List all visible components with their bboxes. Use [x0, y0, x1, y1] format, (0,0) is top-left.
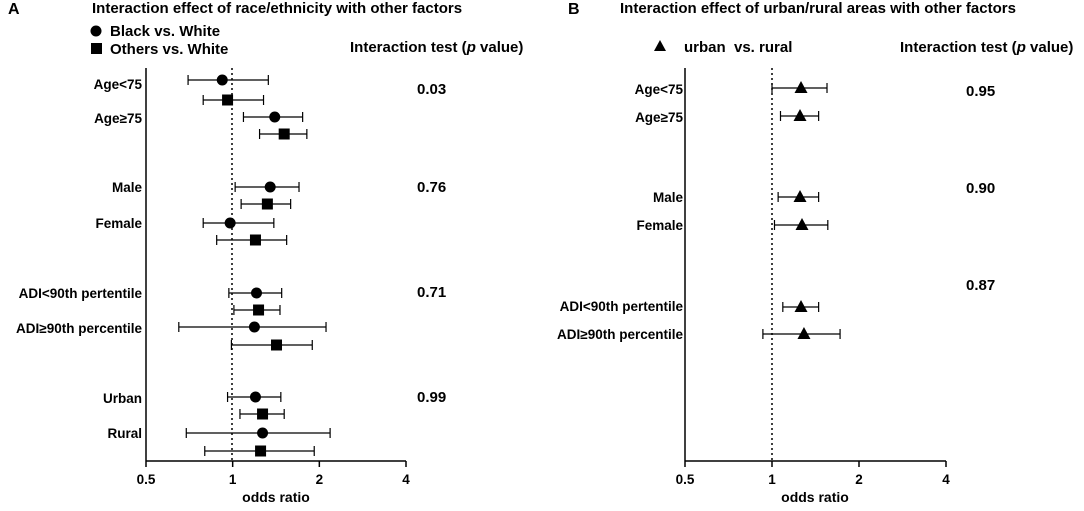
panel-b-estimates [762, 81, 841, 339]
panel-a-estimates [178, 74, 331, 457]
panel-b-tick-label-0-5: 0.5 [676, 472, 695, 487]
panel-a-agege75-black-vs-white-point [269, 111, 281, 123]
panel-a-urban-others-vs-white-point [257, 408, 269, 420]
panel-b-x-axis-title: odds ratio [781, 489, 849, 505]
panel-b-p-value-age: 0.95 [966, 83, 995, 100]
panel-a-agelt75-black-vs-white-point [216, 74, 228, 86]
panel-a-tick-label-0-5: 0.5 [137, 472, 156, 487]
panel-a-adige90th-percentile-black-vs-white-point [248, 321, 260, 333]
legend-square-marker [91, 43, 102, 54]
panel-a-agege75-others-vs-white-point [278, 128, 290, 140]
panel-a-tick-label-4: 4 [402, 472, 410, 487]
panel-a-adige90th-percentile-others-vs-white-point [271, 339, 283, 351]
panel-b-title: Interaction effect of urban/rural areas … [620, 0, 1016, 17]
panel-b-p-value-sex: 0.90 [966, 180, 995, 197]
panel-a-p-value-urbanicity: 0.99 [417, 389, 446, 406]
panel-a-female-others-vs-white-point [249, 234, 261, 246]
panel-b: B Interaction effect of urban/rural area… [557, 0, 1073, 505]
panel-b-label-female: Female [636, 218, 683, 233]
panel-b-tick-label-1: 1 [768, 472, 776, 487]
panel-a-rural-black-vs-white-point [257, 427, 269, 439]
panel-a-agelt75-others-vs-white-point [222, 94, 234, 106]
panel-b-adige90th-percentile-urban-vs-rural-point [797, 327, 811, 339]
panel-a-tick-label-2: 2 [316, 472, 324, 487]
panel-a-label-urban: Urban [103, 391, 142, 406]
panel-a-letter: A [8, 1, 20, 18]
legend-circle-marker [90, 25, 102, 37]
panel-a-tick-label-1: 1 [229, 472, 237, 487]
panel-a-x-axis-title: odds ratio [242, 489, 310, 505]
legend-label-others-vs-white: Others vs. White [110, 41, 228, 58]
panel-a-rural-others-vs-white-point [255, 445, 267, 457]
panel-a-p-value-adi: 0.71 [417, 284, 446, 301]
panel-b-label-male: Male [653, 190, 684, 205]
panel-b-label-adi-90-plus: ADI≥90th percentile [557, 327, 683, 342]
panel-a-label-rural: Rural [107, 426, 142, 441]
panel-a-label-male: Male [112, 180, 143, 195]
panel-a-p-value-age: 0.03 [417, 81, 446, 98]
panel-b-male-urban-vs-rural-point [793, 190, 807, 202]
panel-a-label-age-under-75: Age<75 [94, 77, 143, 92]
panel-a-label-female: Female [95, 216, 142, 231]
panel-b-x-ticks: 0.5 1 2 4 [676, 461, 950, 487]
panel-a-urban-black-vs-white-point [249, 391, 261, 403]
panel-b-label-age-75-plus: Age≥75 [635, 110, 683, 125]
panel-a-adilt90th-pertentile-others-vs-white-point [253, 304, 265, 316]
panel-b-p-value-adi: 0.87 [966, 277, 995, 294]
panel-a-adilt90th-pertentile-black-vs-white-point [251, 287, 263, 299]
panel-b-label-adi-under-90: ADI<90th pertentile [560, 299, 684, 314]
panel-b-tick-label-2: 2 [855, 472, 863, 487]
panel-b-label-age-under-75: Age<75 [635, 82, 684, 97]
panel-a-label-age-75-plus: Age≥75 [94, 111, 142, 126]
legend-label-urban-vs-rural: urban vs. rural [684, 39, 792, 56]
panel-a-p-value-sex: 0.76 [417, 179, 446, 196]
panel-a-title: Interaction effect of race/ethnicity wit… [92, 0, 462, 17]
panel-b-agelt75-urban-vs-rural-point [794, 81, 808, 93]
legend-triangle-marker [654, 40, 666, 51]
panel-b-tick-label-4: 4 [942, 472, 950, 487]
panel-b-agege75-urban-vs-rural-point [793, 109, 807, 121]
legend-label-black-vs-white: Black vs. White [110, 23, 220, 40]
panel-a: A Interaction effect of race/ethnicity w… [8, 0, 523, 505]
panel-a-male-others-vs-white-point [261, 198, 273, 210]
panel-a-interaction-header: Interaction test (p value) [350, 39, 523, 56]
panel-b-interaction-header: Interaction test (p value) [900, 39, 1073, 56]
panel-a-female-black-vs-white-point [224, 217, 236, 229]
panel-a-male-black-vs-white-point [264, 181, 276, 193]
panel-b-adilt90th-pertentile-urban-vs-rural-point [794, 300, 808, 312]
panel-a-label-adi-90-plus: ADI≥90th percentile [16, 321, 142, 336]
panel-b-female-urban-vs-rural-point [795, 218, 809, 230]
panel-b-letter: B [568, 1, 580, 18]
panel-a-x-ticks: 0.5 1 2 4 [137, 461, 410, 487]
panel-a-label-adi-under-90: ADI<90th pertentile [19, 286, 143, 301]
